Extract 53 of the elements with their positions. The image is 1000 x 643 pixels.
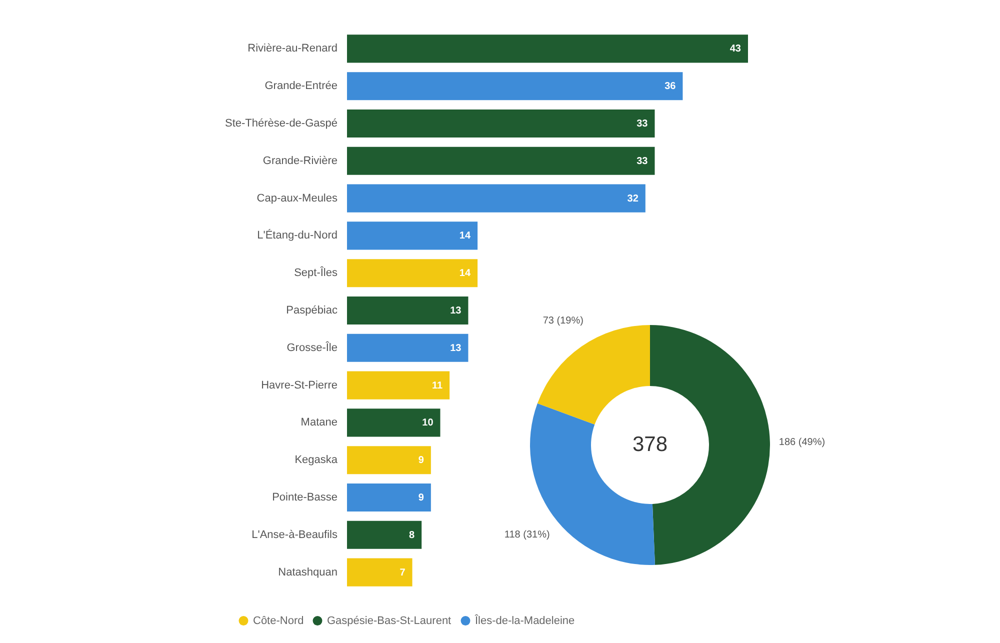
y-tick-label: Matane: [300, 416, 338, 429]
y-tick-label: Ste-Thérèse-de-Gaspé: [225, 118, 338, 130]
y-tick-label: Kegaska: [294, 454, 338, 466]
donut-slice: [537, 325, 650, 425]
bar: [347, 72, 683, 100]
data-label: 9: [418, 492, 424, 504]
y-tick-label: Grande-Rivière: [262, 154, 338, 167]
bar: [347, 222, 478, 250]
data-label: 13: [450, 306, 462, 316]
data-label: 7: [400, 567, 406, 578]
legend-label: Gaspésie-Bas-St-Laurent: [327, 614, 452, 627]
bar: [347, 520, 422, 549]
data-label: 186 (49%): [778, 436, 826, 448]
bar: [347, 184, 646, 212]
data-label: 32: [627, 193, 639, 204]
data-label: 9: [418, 455, 424, 466]
bar: [347, 408, 440, 437]
data-label: 118 (31%): [504, 529, 550, 540]
bar: [347, 483, 431, 512]
bar: [347, 109, 655, 138]
data-label: 10: [422, 418, 434, 429]
bar: [347, 446, 431, 474]
y-tick-label: Grande-Entrée: [264, 80, 338, 92]
bar: [347, 34, 748, 63]
y-tick-label: Paspébiac: [286, 304, 338, 316]
data-label: 8: [409, 530, 416, 541]
data-label: 36: [664, 81, 676, 92]
y-tick-label: Rivière-au-Renard: [248, 42, 338, 55]
data-label: 73 (19%): [542, 315, 584, 326]
y-tick-label: L'Étang-du-Nord: [257, 228, 338, 242]
y-tick-label: Cap-aux-Meules: [256, 192, 338, 204]
data-label: 11: [432, 380, 444, 392]
data-label: 13: [450, 342, 462, 354]
bar: [347, 146, 655, 175]
legend-label: Îles-de-la-Madeleine: [474, 614, 575, 627]
y-tick-label: L'Anse-à-Beaufils: [252, 528, 338, 541]
data-label: 33: [636, 118, 648, 130]
legend-label: Côte-Nord: [253, 614, 304, 627]
bar: [347, 558, 412, 586]
y-tick-label: Pointe-Basse: [272, 492, 338, 504]
y-tick-label: Grosse-Île: [286, 340, 338, 354]
bar: [347, 259, 478, 288]
annotation: 378: [632, 433, 668, 456]
data-label: 14: [459, 268, 471, 280]
bar: [347, 296, 468, 325]
bar: [347, 371, 450, 400]
y-tick-label: Natashquan: [278, 566, 338, 578]
y-tick-label: Sept-Îles: [294, 266, 338, 280]
data-label: 43: [730, 44, 742, 55]
bar: [347, 334, 468, 362]
data-label: 14: [459, 230, 471, 242]
data-label: 33: [636, 156, 648, 167]
y-tick-label: Havre-St-Pierre: [261, 379, 338, 392]
